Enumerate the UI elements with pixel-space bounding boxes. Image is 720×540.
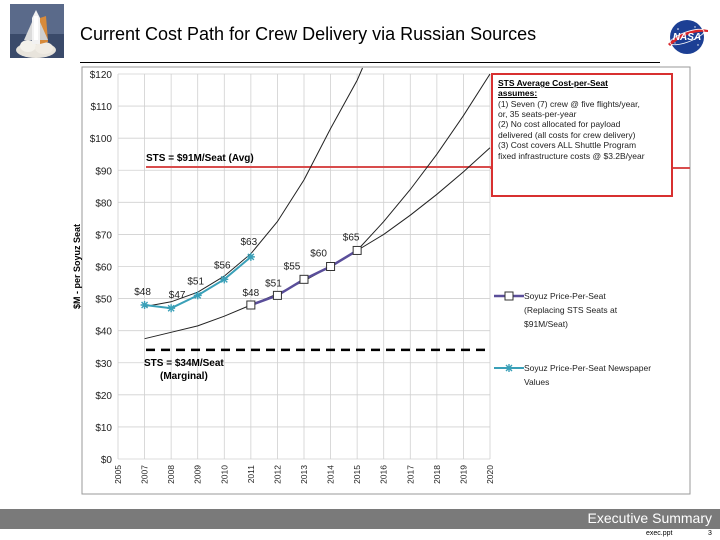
x-tick-label: 2015 <box>352 465 362 484</box>
series-marker-star <box>246 252 255 261</box>
y-tick-label: $40 <box>95 327 112 338</box>
sts-marginal-sublabel: (Marginal) <box>160 371 208 382</box>
sts-average-label: STS = $91M/Seat (Avg) <box>146 153 254 164</box>
x-tick-label: 2011 <box>246 465 256 484</box>
footer-file-name: exec.ppt <box>646 530 673 537</box>
note-line: or, 35 seats-per-year <box>498 109 577 120</box>
series-marker-square <box>246 300 256 310</box>
legend-marker-square <box>504 291 514 301</box>
x-tick-label: 2017 <box>405 465 415 484</box>
trend-line-upper <box>356 73 491 251</box>
data-label: $47 <box>169 290 186 301</box>
y-tick-label: $70 <box>95 230 112 241</box>
legend-label: $91M/Seat) <box>524 319 568 329</box>
chart-legend: Soyuz Price-Per-Seat (Replacing STS Seats… <box>494 291 651 387</box>
series-marker-star <box>220 275 229 284</box>
sts-marginal-label: STS = $34M/Seat <box>144 358 224 369</box>
note-line: (1) Seven (7) crew @ five flights/year, <box>498 98 640 109</box>
x-tick-label: 2014 <box>326 465 336 484</box>
legend-label: (Replacing STS Seats at <box>524 305 618 315</box>
trend-line-steep <box>144 67 363 308</box>
nasa-meatball-logo: NASA <box>668 20 708 54</box>
data-label: $60 <box>310 249 327 260</box>
x-tick-label: 2019 <box>458 465 468 484</box>
data-label: $55 <box>284 261 301 272</box>
legend-marker-star <box>505 364 513 372</box>
note-line: delivered (all costs for crew delivery) <box>498 129 636 140</box>
x-tick-label: 2016 <box>379 465 389 484</box>
space-shuttle-logo <box>10 4 64 58</box>
series-marker-square <box>326 262 336 271</box>
data-label: $51 <box>187 276 204 287</box>
footer-bar <box>0 509 720 529</box>
legend-label: Soyuz Price-Per-Seat <box>524 291 606 301</box>
x-tick-label: 2020 <box>485 465 495 484</box>
note-heading: STS Average Cost-per-Seat <box>498 78 608 88</box>
y-tick-label: $120 <box>90 70 113 81</box>
y-tick-label: $90 <box>95 166 112 177</box>
data-label: $56 <box>214 260 231 271</box>
data-label: $65 <box>343 232 360 243</box>
x-tick-label: 2007 <box>140 465 150 484</box>
x-tick-label: 2018 <box>432 465 442 484</box>
series-marker-square <box>299 274 309 284</box>
legend-label: Values <box>524 377 549 387</box>
y-tick-label: $50 <box>95 295 112 306</box>
y-tick-label: $100 <box>90 134 113 145</box>
sts-cost-assumptions-note: STS Average Cost-per-Seat assumes: (1) S… <box>491 73 673 197</box>
svg-text:NASA: NASA <box>673 32 701 43</box>
series-layer <box>140 245 362 313</box>
series-marker-square <box>272 290 282 300</box>
data-label: $63 <box>241 237 258 248</box>
y-tick-label: $110 <box>90 102 112 113</box>
x-tick-label: 2012 <box>272 465 282 484</box>
y-tick-label: $80 <box>95 198 112 209</box>
y-tick-label: $30 <box>95 359 112 370</box>
x-tick-label: 2010 <box>219 465 229 484</box>
series-marker-square <box>352 245 362 255</box>
x-tick-label: 2005 <box>113 465 123 484</box>
data-label: $48 <box>243 288 260 299</box>
data-labels: $48$51$55$60$65$48 $47$51$56$63 <box>134 232 360 301</box>
y-axis-label: $M - per Soyuz Seat <box>72 224 82 309</box>
note-line: fixed infrastructure costs @ $3.2B/year <box>498 150 645 161</box>
slide-title: Current Cost Path for Crew Delivery via … <box>80 24 537 44</box>
y-tick-label: $60 <box>95 263 112 274</box>
y-tick-label: $10 <box>95 423 112 434</box>
x-tick-label: 2008 <box>166 465 176 484</box>
series-marker-star <box>140 301 149 309</box>
note-subheading: assumes: <box>498 88 538 99</box>
title-divider <box>80 62 660 63</box>
x-tick-label: 2009 <box>193 465 203 484</box>
axis-labels: $0 $10 $20 $30 $40 $50 $60 $70 $80 $90 $100 $110 $12… <box>72 70 495 484</box>
data-label: $51 <box>265 278 282 289</box>
data-label: $48 <box>134 287 151 298</box>
series-marker-star <box>193 291 202 300</box>
legend-label: Soyuz Price-Per-Seat Newspaper <box>524 363 651 373</box>
page-number: 3 <box>708 530 712 537</box>
note-line: (3) Cost covers ALL Shuttle Program <box>498 140 637 151</box>
x-tick-label: 2013 <box>299 465 309 484</box>
footer-section-title: Executive Summary <box>587 510 712 526</box>
y-tick-label: $0 <box>101 455 113 466</box>
y-tick-label: $20 <box>95 391 112 402</box>
series-marker-star <box>167 304 176 313</box>
note-line: (2) No cost allocated for payload <box>498 119 621 130</box>
